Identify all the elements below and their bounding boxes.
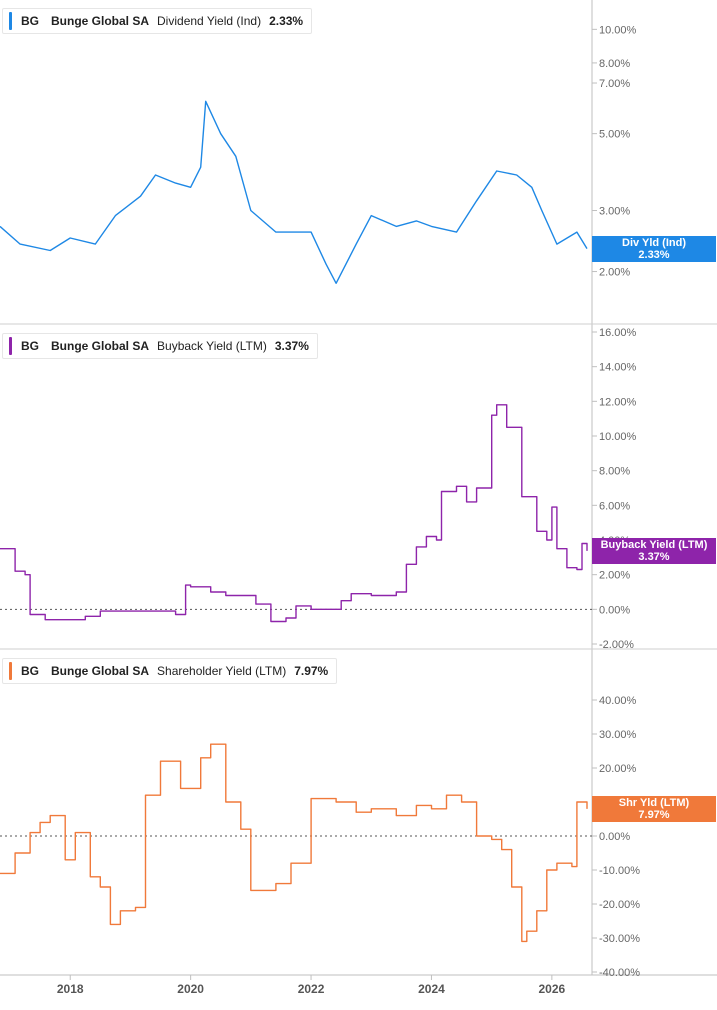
company-name: Bunge Global SA xyxy=(51,339,150,353)
metric-name: Dividend Yield (Ind) xyxy=(157,14,262,28)
series-color-swatch xyxy=(9,662,12,680)
y-tick-label: -30.00% xyxy=(599,933,640,945)
y-tick-label: -2.00% xyxy=(599,639,634,651)
x-tick-label: 2020 xyxy=(177,982,204,996)
y-tick-label: 10.00% xyxy=(599,431,637,443)
badge-value: 7.97% xyxy=(638,808,670,821)
badge-label: Buyback Yield (LTM) xyxy=(600,538,708,551)
metric-value: 3.37% xyxy=(274,339,309,353)
y-tick-label: 2.00% xyxy=(599,570,630,582)
y-tick-label: -40.00% xyxy=(599,967,640,979)
y-tick-label: 20.00% xyxy=(599,763,637,775)
last-value-badge-dividend: Div Yld (Ind) 2.33% xyxy=(592,235,716,262)
series-line-buyback xyxy=(0,404,588,623)
y-tick-label: 40.00% xyxy=(599,695,637,707)
panel-header-dividend: BG Bunge Global SA Dividend Yield (Ind) … xyxy=(2,8,313,34)
ticker-label: BG xyxy=(21,664,39,678)
last-value-badge-shareholder: Shr Yld (LTM) 7.97% xyxy=(592,795,716,822)
metric-name: Shareholder Yield (LTM) xyxy=(157,664,287,678)
x-tick-label: 2026 xyxy=(539,982,566,996)
y-tick-label: -10.00% xyxy=(599,865,640,877)
x-tick-label: 2024 xyxy=(418,982,445,996)
y-tick-label: 14.00% xyxy=(599,362,637,374)
metric-value: 2.33% xyxy=(269,14,304,28)
y-tick-label: 2.00% xyxy=(599,267,630,279)
ticker-label: BG xyxy=(21,14,39,28)
y-tick-label: 0.00% xyxy=(599,831,630,843)
x-tick-label: 2022 xyxy=(298,982,325,996)
y-tick-label: 12.00% xyxy=(599,396,637,408)
company-name: Bunge Global SA xyxy=(51,664,150,678)
y-tick-label: 7.00% xyxy=(599,78,630,90)
badge-value: 2.33% xyxy=(638,248,670,261)
y-tick-label: 8.00% xyxy=(599,466,630,478)
y-tick-label: 8.00% xyxy=(599,58,630,70)
panel-header-buyback: BG Bunge Global SA Buyback Yield (LTM) 3… xyxy=(2,333,318,359)
series-color-swatch xyxy=(9,337,12,355)
x-tick-label: 2018 xyxy=(57,982,84,996)
badge-label: Shr Yld (LTM) xyxy=(618,796,690,809)
metric-value: 7.97% xyxy=(294,664,329,678)
y-tick-label: 3.00% xyxy=(599,206,630,218)
y-tick-label: 16.00% xyxy=(599,327,637,339)
ticker-label: BG xyxy=(21,339,39,353)
y-tick-label: 5.00% xyxy=(599,129,630,141)
series-line-dividend xyxy=(0,100,588,284)
series-color-swatch xyxy=(9,12,12,30)
y-tick-label: -20.00% xyxy=(599,899,640,911)
metric-name: Buyback Yield (LTM) xyxy=(157,339,267,353)
panel-header-shareholder: BG Bunge Global SA Shareholder Yield (LT… xyxy=(2,658,338,684)
y-tick-label: 30.00% xyxy=(599,729,637,741)
y-tick-label: 0.00% xyxy=(599,604,630,616)
y-tick-label: 6.00% xyxy=(599,500,630,512)
last-value-badge-buyback: Buyback Yield (LTM) 3.37% xyxy=(592,537,716,564)
y-tick-label: 10.00% xyxy=(599,24,637,36)
company-name: Bunge Global SA xyxy=(51,14,150,28)
series-line-shareholder xyxy=(0,743,588,943)
badge-value: 3.37% xyxy=(638,550,670,563)
badge-label: Div Yld (Ind) xyxy=(622,236,686,249)
